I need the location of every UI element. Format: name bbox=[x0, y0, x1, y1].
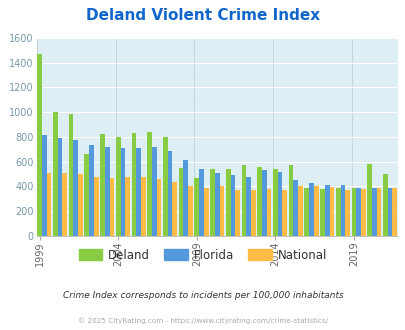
Bar bbox=[68, 114, 73, 236]
Bar bbox=[214, 173, 219, 236]
Bar bbox=[293, 180, 297, 236]
Bar bbox=[125, 177, 130, 236]
Bar bbox=[319, 189, 324, 236]
Bar bbox=[94, 177, 98, 236]
Bar bbox=[198, 169, 203, 236]
Bar bbox=[188, 186, 192, 236]
Bar bbox=[329, 187, 333, 236]
Bar bbox=[167, 150, 172, 236]
Bar bbox=[136, 148, 141, 236]
Bar bbox=[250, 190, 255, 236]
Bar bbox=[297, 186, 302, 236]
Bar bbox=[109, 179, 114, 236]
Bar bbox=[304, 188, 308, 236]
Bar bbox=[324, 184, 329, 236]
Bar bbox=[387, 188, 391, 236]
Bar bbox=[178, 168, 183, 236]
Bar bbox=[162, 137, 167, 236]
Bar bbox=[89, 145, 94, 236]
Bar bbox=[261, 170, 266, 236]
Bar bbox=[58, 138, 62, 236]
Bar bbox=[355, 188, 360, 236]
Bar bbox=[194, 179, 198, 236]
Bar bbox=[360, 189, 365, 236]
Bar bbox=[376, 188, 380, 236]
Bar bbox=[246, 177, 250, 236]
Bar bbox=[391, 188, 396, 236]
Bar bbox=[183, 160, 188, 236]
Bar bbox=[367, 164, 371, 236]
Bar bbox=[53, 112, 58, 236]
Bar bbox=[147, 132, 151, 236]
Bar bbox=[241, 165, 246, 236]
Text: Deland Violent Crime Index: Deland Violent Crime Index bbox=[86, 8, 319, 23]
Bar bbox=[335, 188, 340, 236]
Bar bbox=[272, 169, 277, 236]
Bar bbox=[62, 174, 67, 236]
Text: Crime Index corresponds to incidents per 100,000 inhabitants: Crime Index corresponds to incidents per… bbox=[62, 291, 343, 300]
Bar bbox=[42, 135, 47, 236]
Bar bbox=[78, 174, 83, 236]
Bar bbox=[100, 134, 104, 236]
Bar bbox=[203, 188, 208, 236]
Bar bbox=[351, 188, 355, 236]
Bar bbox=[141, 177, 145, 236]
Bar bbox=[371, 188, 376, 236]
Bar bbox=[282, 189, 286, 236]
Bar bbox=[131, 133, 136, 236]
Bar bbox=[234, 189, 239, 236]
Bar bbox=[266, 189, 271, 236]
Bar bbox=[37, 54, 42, 236]
Bar bbox=[382, 174, 387, 236]
Bar bbox=[257, 167, 261, 236]
Bar bbox=[84, 154, 89, 236]
Bar bbox=[313, 186, 318, 236]
Bar bbox=[115, 137, 120, 236]
Bar bbox=[219, 186, 224, 236]
Bar bbox=[308, 183, 313, 236]
Bar bbox=[344, 189, 349, 236]
Bar bbox=[225, 169, 230, 236]
Bar bbox=[104, 147, 109, 236]
Bar bbox=[151, 147, 156, 236]
Bar bbox=[277, 172, 282, 236]
Bar bbox=[230, 175, 234, 236]
Text: © 2025 CityRating.com - https://www.cityrating.com/crime-statistics/: © 2025 CityRating.com - https://www.city… bbox=[78, 317, 327, 324]
Bar bbox=[172, 182, 177, 236]
Bar bbox=[340, 185, 344, 236]
Bar bbox=[47, 174, 51, 236]
Bar bbox=[288, 165, 293, 236]
Bar bbox=[156, 179, 161, 236]
Bar bbox=[210, 169, 214, 236]
Bar bbox=[120, 148, 125, 236]
Bar bbox=[73, 140, 78, 236]
Legend: Deland, Florida, National: Deland, Florida, National bbox=[74, 244, 331, 266]
